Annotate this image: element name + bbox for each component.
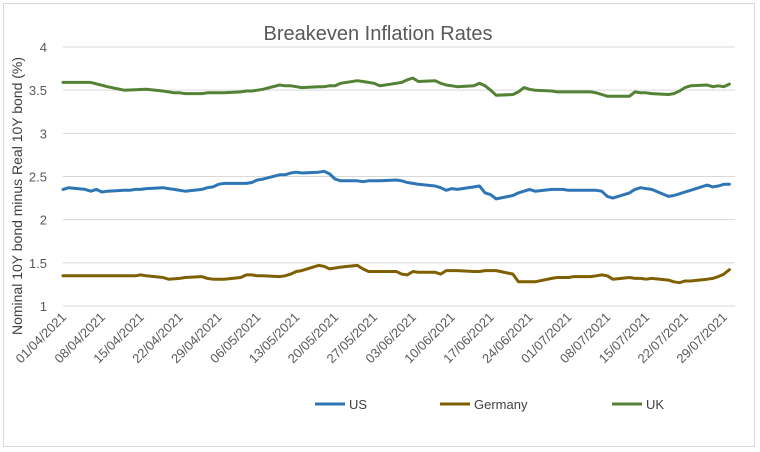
legend-label: US xyxy=(349,397,367,412)
series-us xyxy=(61,169,731,201)
legend-label: UK xyxy=(646,397,664,412)
legend-item-germany: Germany xyxy=(440,397,528,412)
series-uk xyxy=(61,76,731,98)
legend-item-us: US xyxy=(315,397,367,412)
series-germany xyxy=(61,263,731,285)
x-tick-labels: 01/04/202108/04/202115/04/202122/04/2021… xyxy=(12,310,730,367)
chart-title: Breakeven Inflation Rates xyxy=(263,23,492,45)
series-line-us xyxy=(61,169,731,201)
y-tick-label: 1.5 xyxy=(29,256,47,271)
y-tick-label: 2.5 xyxy=(29,170,47,185)
series-line-uk xyxy=(61,76,731,98)
legend: US Germany UK xyxy=(315,397,664,412)
gridlines xyxy=(63,46,735,307)
y-tick-label: 3 xyxy=(40,126,47,141)
series-line-germany xyxy=(61,263,731,285)
y-tick-label: 4 xyxy=(40,40,47,55)
legend-item-uk: UK xyxy=(612,397,664,412)
legend-label: Germany xyxy=(474,397,528,412)
y-tick-label: 2 xyxy=(40,213,47,228)
y-tick-label: 1 xyxy=(40,299,47,314)
y-tick-labels: 1 1.5 2 2.5 3 3.5 4 xyxy=(29,40,47,314)
series-lines xyxy=(61,76,731,285)
y-tick-label: 3.5 xyxy=(29,83,47,98)
y-axis-label: Nominal 10Y bond minus Real 10Y bond (%) xyxy=(9,57,25,335)
chart-frame xyxy=(3,3,755,447)
